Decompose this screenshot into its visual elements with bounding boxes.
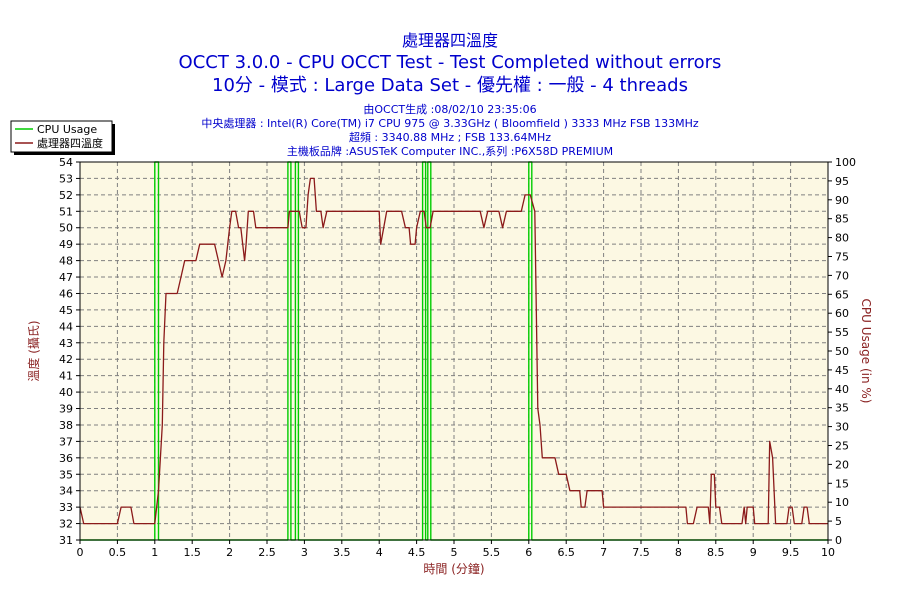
y-left-tick-label: 54 [59, 156, 73, 169]
y-right-tick-label: 0 [835, 534, 842, 547]
chart-title-line2: 10分 - 模式 : Large Data Set - 優先權 : 一般 - 4… [212, 75, 688, 96]
y-right-tick-label: 70 [835, 269, 849, 282]
x-tick-label: 2 [226, 546, 233, 559]
y-left-tick-label: 34 [59, 485, 73, 498]
y-left-tick-label: 32 [59, 518, 73, 531]
y-left-tick-label: 53 [59, 172, 73, 185]
chart-title-line1: OCCT 3.0.0 - CPU OCCT Test - Test Comple… [179, 52, 722, 73]
y-left-tick-label: 52 [59, 189, 73, 202]
y-left-tick-label: 46 [59, 287, 73, 300]
y-right-tick-label: 35 [835, 402, 849, 415]
y-left-tick-label: 33 [59, 501, 73, 514]
legend-box [10, 120, 113, 153]
legend-label-temperature: 處理器四溫度 [37, 136, 103, 150]
x-tick-label: 2.5 [258, 546, 276, 559]
x-tick-label: 10 [821, 546, 835, 559]
x-tick-label: 6.5 [557, 546, 575, 559]
x-tick-label: 3.5 [333, 546, 351, 559]
x-tick-label: 7 [600, 546, 607, 559]
x-tick-label: 0.5 [109, 546, 127, 559]
y-right-tick-label: 95 [835, 175, 849, 188]
y-right-tick-label: 40 [835, 383, 849, 396]
x-tick-label: 7.5 [632, 546, 650, 559]
y-left-tick-label: 37 [59, 435, 73, 448]
y-right-tick-label: 45 [835, 364, 849, 377]
x-tick-label: 5.5 [483, 546, 501, 559]
y-left-tick-label: 50 [59, 222, 73, 235]
y-left-tick-label: 44 [59, 320, 73, 333]
x-tick-label: 8 [675, 546, 682, 559]
y-left-tick-label: 45 [59, 304, 73, 317]
info-line-motherboard: 主機板品牌 :ASUSTeK Computer INC.,系列 :P6X58D … [287, 144, 613, 158]
x-tick-label: 1.5 [183, 546, 201, 559]
y-right-tick-label: 90 [835, 194, 849, 207]
y-right-tick-label: 25 [835, 440, 849, 453]
y-left-tick-label: 35 [59, 468, 73, 481]
y-axis-right-title: CPU Usage (in %) [859, 299, 873, 404]
y-left-tick-label: 51 [59, 205, 73, 218]
info-line-generated: 由OCCT生成 :08/02/10 23:35:06 [363, 102, 536, 116]
y-right-tick-label: 30 [835, 421, 849, 434]
x-tick-label: 6 [525, 546, 532, 559]
y-right-tick-label: 50 [835, 345, 849, 358]
x-axis-title: 時間 (分鐘) [423, 561, 484, 576]
x-tick-label: 3 [301, 546, 308, 559]
y-left-tick-label: 31 [59, 534, 73, 547]
y-right-tick-label: 10 [835, 496, 849, 509]
chart-title-zh: 處理器四溫度 [402, 31, 498, 50]
y-right-tick-label: 80 [835, 232, 849, 245]
x-tick-label: 9.5 [782, 546, 800, 559]
x-tick-label: 1 [151, 546, 158, 559]
y-left-tick-label: 48 [59, 255, 73, 268]
y-left-tick-label: 47 [59, 271, 73, 284]
y-left-tick-label: 39 [59, 403, 73, 416]
y-left-tick-label: 49 [59, 238, 73, 251]
x-tick-label: 8.5 [707, 546, 725, 559]
y-right-tick-label: 20 [835, 458, 849, 471]
y-axis-left-title: 溫度 (攝氏) [26, 320, 41, 381]
y-right-tick-label: 75 [835, 251, 849, 264]
info-line-cpu: 中央處理器 : Intel(R) Core(TM) i7 CPU 975 @ 3… [201, 116, 699, 130]
x-tick-label: 5 [451, 546, 458, 559]
y-right-tick-label: 85 [835, 213, 849, 226]
info-line-overclock: 超頻 : 3340.88 MHz ; FSB 133.64MHz [349, 130, 551, 144]
x-tick-label: 4 [376, 546, 383, 559]
legend-label-cpu-usage: CPU Usage [37, 123, 97, 136]
legend: CPU Usage 處理器四溫度 [10, 120, 115, 155]
y-right-tick-label: 60 [835, 307, 849, 320]
x-tick-label: 4.5 [408, 546, 426, 559]
y-right-tick-label: 65 [835, 288, 849, 301]
x-tick-label: 0 [77, 546, 84, 559]
y-right-tick-label: 15 [835, 477, 849, 490]
tick-labels: 0 0.5 1 1.5 2 2.5 3 3.5 4 4.5 5 5.5 6 6.5 7 7.5 8 8.5 9 9.5… [59, 156, 856, 559]
y-left-tick-label: 40 [59, 386, 73, 399]
series-line-temperature [79, 177, 828, 525]
x-tick-label: 9 [750, 546, 757, 559]
y-left-tick-label: 41 [59, 370, 73, 383]
y-left-tick-label: 42 [59, 353, 73, 366]
y-right-tick-label: 100 [835, 156, 856, 169]
y-left-tick-label: 36 [59, 452, 73, 465]
y-right-tick-label: 55 [835, 326, 849, 339]
y-left-tick-label: 38 [59, 419, 73, 432]
y-left-tick-label: 43 [59, 337, 73, 350]
y-right-tick-label: 5 [835, 515, 842, 528]
